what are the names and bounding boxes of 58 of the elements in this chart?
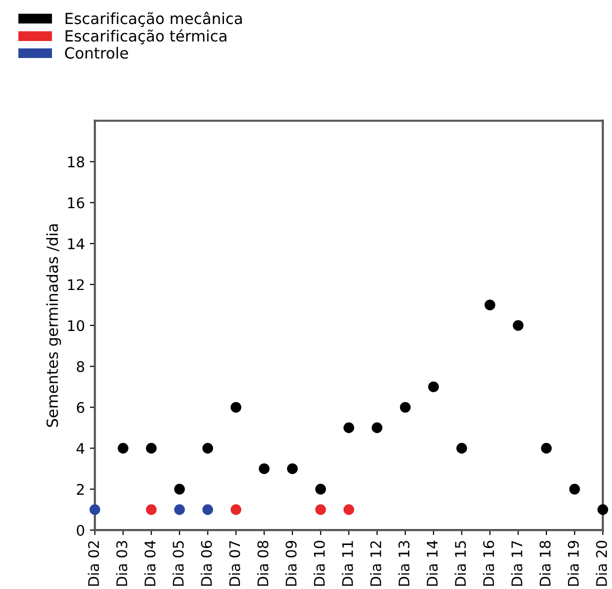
point bbox=[202, 442, 214, 454]
x-tick-label: Dia 12 bbox=[370, 541, 382, 586]
y-axis-title: Sementes germinadas /dia bbox=[46, 224, 62, 427]
point bbox=[258, 463, 270, 474]
x-tick-label: Dia 17 bbox=[511, 541, 522, 586]
point bbox=[343, 504, 354, 515]
legend-label: Controle bbox=[65, 46, 128, 59]
point bbox=[146, 442, 157, 454]
y-tick-label: 6 bbox=[76, 402, 84, 414]
point bbox=[400, 402, 411, 413]
point bbox=[118, 442, 128, 454]
point bbox=[456, 442, 468, 454]
point bbox=[484, 300, 496, 310]
point bbox=[541, 442, 552, 454]
y-tick-label: 12 bbox=[68, 279, 84, 290]
point bbox=[428, 381, 439, 392]
legend-label: Escarificação mecânica bbox=[66, 12, 242, 27]
point bbox=[343, 422, 354, 434]
x-tick-label: Dia 15 bbox=[454, 541, 466, 586]
x-tick-label: Dia 04 bbox=[144, 540, 156, 586]
point bbox=[174, 484, 185, 495]
point bbox=[372, 422, 382, 434]
x-tick-label: Dia 09 bbox=[285, 540, 297, 586]
x-tick-label: Dia 08 bbox=[257, 540, 268, 586]
x-tick-label: Dia 07 bbox=[228, 541, 240, 586]
point bbox=[146, 504, 157, 515]
point bbox=[597, 504, 608, 515]
legend-label: Escarificação térmica bbox=[66, 29, 226, 44]
point bbox=[512, 320, 524, 331]
x-tick-label: Dia 14 bbox=[426, 540, 438, 586]
point bbox=[287, 463, 298, 474]
y-tick-label: 10 bbox=[68, 320, 84, 332]
x-tick-label: Dia 13 bbox=[398, 540, 410, 586]
x-tick-label: Dia 19 bbox=[568, 540, 579, 586]
y-tick-label: 2 bbox=[76, 484, 84, 495]
y-tick-label: 16 bbox=[68, 197, 84, 208]
x-tick-label: Dia 20 bbox=[596, 540, 608, 586]
y-tick-label: 8 bbox=[76, 361, 84, 372]
x-tick-label: Dia 16 bbox=[482, 540, 494, 586]
point bbox=[315, 504, 326, 515]
y-tick-label: 4 bbox=[76, 443, 84, 454]
x-tick-label: Dia 05 bbox=[172, 541, 184, 586]
x-tick-label: Dia 06 bbox=[200, 540, 212, 586]
x-tick-label: Dia 03 bbox=[116, 540, 128, 586]
point bbox=[569, 484, 580, 495]
x-tick-label: Dia 10 bbox=[314, 540, 325, 586]
x-tick-label: Dia 11 bbox=[342, 541, 354, 586]
point bbox=[230, 504, 242, 515]
y-tick-label: 14 bbox=[68, 238, 84, 250]
point bbox=[202, 504, 214, 515]
x-tick-label: Dia 18 bbox=[539, 540, 551, 586]
point bbox=[174, 504, 185, 515]
point bbox=[315, 484, 326, 495]
y-tick-label: 0 bbox=[76, 524, 84, 536]
x-tick-label: Dia 02 bbox=[88, 541, 100, 586]
point bbox=[90, 504, 100, 515]
y-tick-label: 18 bbox=[68, 156, 84, 168]
point bbox=[230, 402, 242, 413]
